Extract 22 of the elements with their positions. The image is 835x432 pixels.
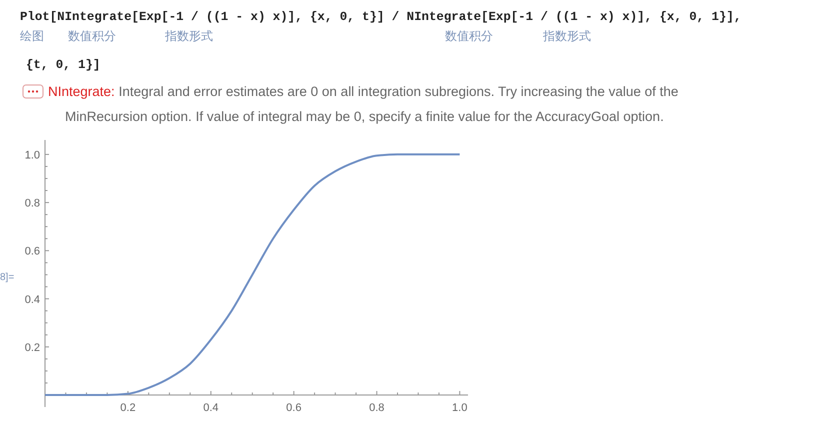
y-tick-label: 1.0 xyxy=(24,149,40,162)
x-tick-label: 1.0 xyxy=(452,402,468,414)
text: {t, 0, 1}] xyxy=(26,58,100,72)
y-tick-label: 0.2 xyxy=(24,342,40,354)
x-tick-label: 0.6 xyxy=(286,402,302,414)
y-tick-label: 0.8 xyxy=(24,198,40,210)
line-series xyxy=(44,153,461,396)
text: Integral and error estimates are 0 on all integration subregions. Try increasing the value of the xyxy=(114,84,678,99)
text: MinRecursion option. If value of integral may be 0, specify a finite value for the AccuracyGoal option. xyxy=(65,109,664,124)
text: NIntegrate: xyxy=(48,84,115,99)
text: 8]= xyxy=(0,272,14,283)
y-tick-label: 0.4 xyxy=(24,294,40,306)
text: 绘图 xyxy=(20,29,44,43)
text: Plot[NIntegrate[Exp[-1 / ((1 - x) x)], {x, 0, t}] / NIntegrate[Exp[-1 / ((1 - x) x)], {x, 0, 1}], xyxy=(20,10,742,24)
y-tick-label: 0.6 xyxy=(24,246,40,258)
text: 指数形式 xyxy=(164,29,213,43)
text: 指数形式 xyxy=(542,29,591,43)
x-tick-label: 0.4 xyxy=(203,402,219,414)
text: 数值积分 xyxy=(68,29,116,43)
x-tick-label: 0.2 xyxy=(120,402,136,414)
text: 数值积分 xyxy=(445,29,493,43)
x-tick-label: 0.8 xyxy=(369,402,384,414)
